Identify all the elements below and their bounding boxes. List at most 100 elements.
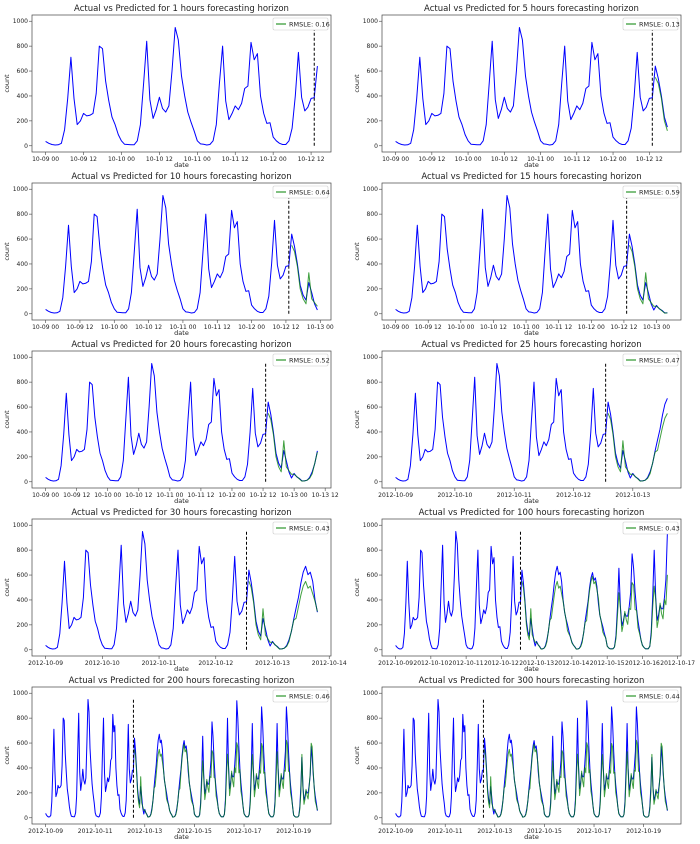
x-tick-label: 10-09 12 [66, 324, 93, 331]
x-tick-label: 2012-10-12 [556, 492, 591, 499]
x-axis-label: date [174, 161, 189, 169]
legend-box [272, 17, 329, 31]
subplot-10h: Actual vs Predicted for 10 hours forecas… [3, 172, 334, 337]
y-tick-label: 0 [24, 647, 28, 654]
y-tick-label: 200 [17, 118, 29, 125]
y-tick-label: 0 [374, 647, 378, 654]
x-tick-label: 2012-10-17 [227, 828, 262, 835]
legend: RMSLE: 0.43 [622, 521, 680, 535]
x-tick-label: 2012-10-09 [28, 828, 63, 835]
x-axis-label: date [524, 161, 539, 169]
y-axis-label: count [353, 410, 361, 429]
y-tick-label: 0 [374, 311, 378, 318]
legend-box [622, 689, 679, 703]
x-tick-label: 2012-10-13 [127, 828, 162, 835]
predicted-series-line [607, 413, 668, 482]
axes-frame [31, 182, 332, 321]
y-axis-label: count [3, 410, 11, 429]
y-axis-label: count [3, 242, 11, 261]
axes-frame [381, 182, 682, 321]
subplot-5h: Actual vs Predicted for 5 hours forecast… [353, 4, 682, 169]
legend: RMSLE: 0.44 [622, 689, 680, 703]
y-tick-label: 400 [367, 429, 379, 436]
legend: RMSLE: 0.16 [272, 17, 330, 31]
y-tick-label: 600 [367, 740, 379, 747]
x-tick-label: 10-12 00 [578, 324, 605, 331]
axes-frame [31, 350, 332, 489]
subplot-30h: Actual vs Predicted for 30 hours forecas… [3, 508, 347, 673]
y-tick-label: 1000 [363, 186, 378, 193]
subplot-title: Actual vs Predicted for 25 hours forecas… [421, 340, 641, 350]
x-tick-label: 10-11 12 [563, 156, 590, 163]
x-axis-label: date [524, 833, 539, 840]
y-tick-label: 1000 [363, 690, 378, 697]
x-tick-label: 10-12 12 [636, 156, 663, 163]
y-tick-label: 200 [367, 790, 379, 797]
y-tick-label: 200 [17, 286, 29, 293]
legend: RMSLE: 0.43 [272, 521, 330, 535]
legend-box [272, 353, 329, 367]
axes-frame [31, 686, 332, 825]
x-tick-label: 2012-10-09 [378, 828, 413, 835]
y-axis-label: count [3, 578, 11, 597]
x-tick-label: 2012-10-17 [660, 660, 695, 667]
y-tick-label: 600 [17, 572, 29, 579]
x-tick-label: 10-09 00 [32, 324, 59, 331]
x-axis-label: date [524, 665, 539, 673]
predicted-series-line [267, 413, 318, 482]
x-tick-label: 10-12 00 [600, 156, 627, 163]
legend-label: RMSLE: 0.52 [289, 356, 330, 364]
x-tick-label: 10-11 12 [222, 156, 249, 163]
y-tick-label: 600 [367, 572, 379, 579]
y-tick-label: 200 [367, 454, 379, 461]
x-tick-label: 2012-10-10 [85, 660, 120, 667]
x-tick-label: 10-11 00 [184, 156, 211, 163]
x-tick-label: 2012-10-10 [413, 660, 448, 667]
legend-box [272, 521, 329, 535]
legend: RMSLE: 0.46 [272, 689, 330, 703]
axes-frame [381, 350, 682, 489]
y-tick-label: 1000 [13, 18, 28, 25]
y-tick-label: 800 [367, 715, 379, 722]
x-tick-label: 10-11 12 [204, 324, 231, 331]
x-tick-label: 2012-10-09 [28, 660, 63, 667]
y-tick-label: 0 [24, 815, 28, 822]
subplot-title: Actual vs Predicted for 30 hours forecas… [71, 508, 291, 518]
y-tick-label: 1000 [363, 18, 378, 25]
x-tick-label: 10-11 00 [156, 492, 183, 499]
legend-label: RMSLE: 0.47 [639, 356, 680, 364]
x-tick-label: 10-12 00 [238, 324, 265, 331]
x-axis-label: date [174, 497, 189, 505]
x-tick-label: 10-10 12 [480, 324, 507, 331]
x-tick-label: 2012-10-15 [590, 660, 625, 667]
actual-series-line [395, 195, 668, 314]
x-tick-label: 2012-10-09 [378, 492, 413, 499]
legend-label: RMSLE: 0.46 [289, 692, 330, 700]
legend-label: RMSLE: 0.59 [639, 188, 680, 196]
x-tick-label: 10-13 00 [307, 324, 334, 331]
x-tick-label: 10-11 00 [169, 324, 196, 331]
x-tick-label: 10-10 00 [101, 324, 128, 331]
legend-label: RMSLE: 0.44 [639, 692, 680, 700]
actual-series-line [45, 363, 318, 482]
y-tick-label: 400 [367, 765, 379, 772]
x-tick-label: 10-09 00 [32, 492, 59, 499]
y-tick-label: 400 [17, 765, 29, 772]
y-tick-label: 0 [24, 479, 28, 486]
legend: RMSLE: 0.52 [272, 353, 330, 367]
x-tick-label: 10-12 12 [298, 156, 325, 163]
y-tick-label: 0 [374, 479, 378, 486]
y-tick-label: 400 [17, 261, 29, 268]
x-tick-label: 2012-10-13 [519, 660, 554, 667]
y-tick-label: 400 [367, 597, 379, 604]
x-tick-label: 10-10 00 [447, 324, 474, 331]
predicted-series-line [654, 77, 668, 131]
legend-box [622, 17, 679, 31]
y-tick-label: 400 [17, 429, 29, 436]
x-tick-label: 2012-10-17 [577, 828, 612, 835]
y-tick-label: 1000 [13, 186, 28, 193]
x-tick-label: 2012-10-15 [177, 828, 212, 835]
x-tick-label: 10-12 00 [260, 156, 287, 163]
y-tick-label: 600 [367, 68, 379, 75]
